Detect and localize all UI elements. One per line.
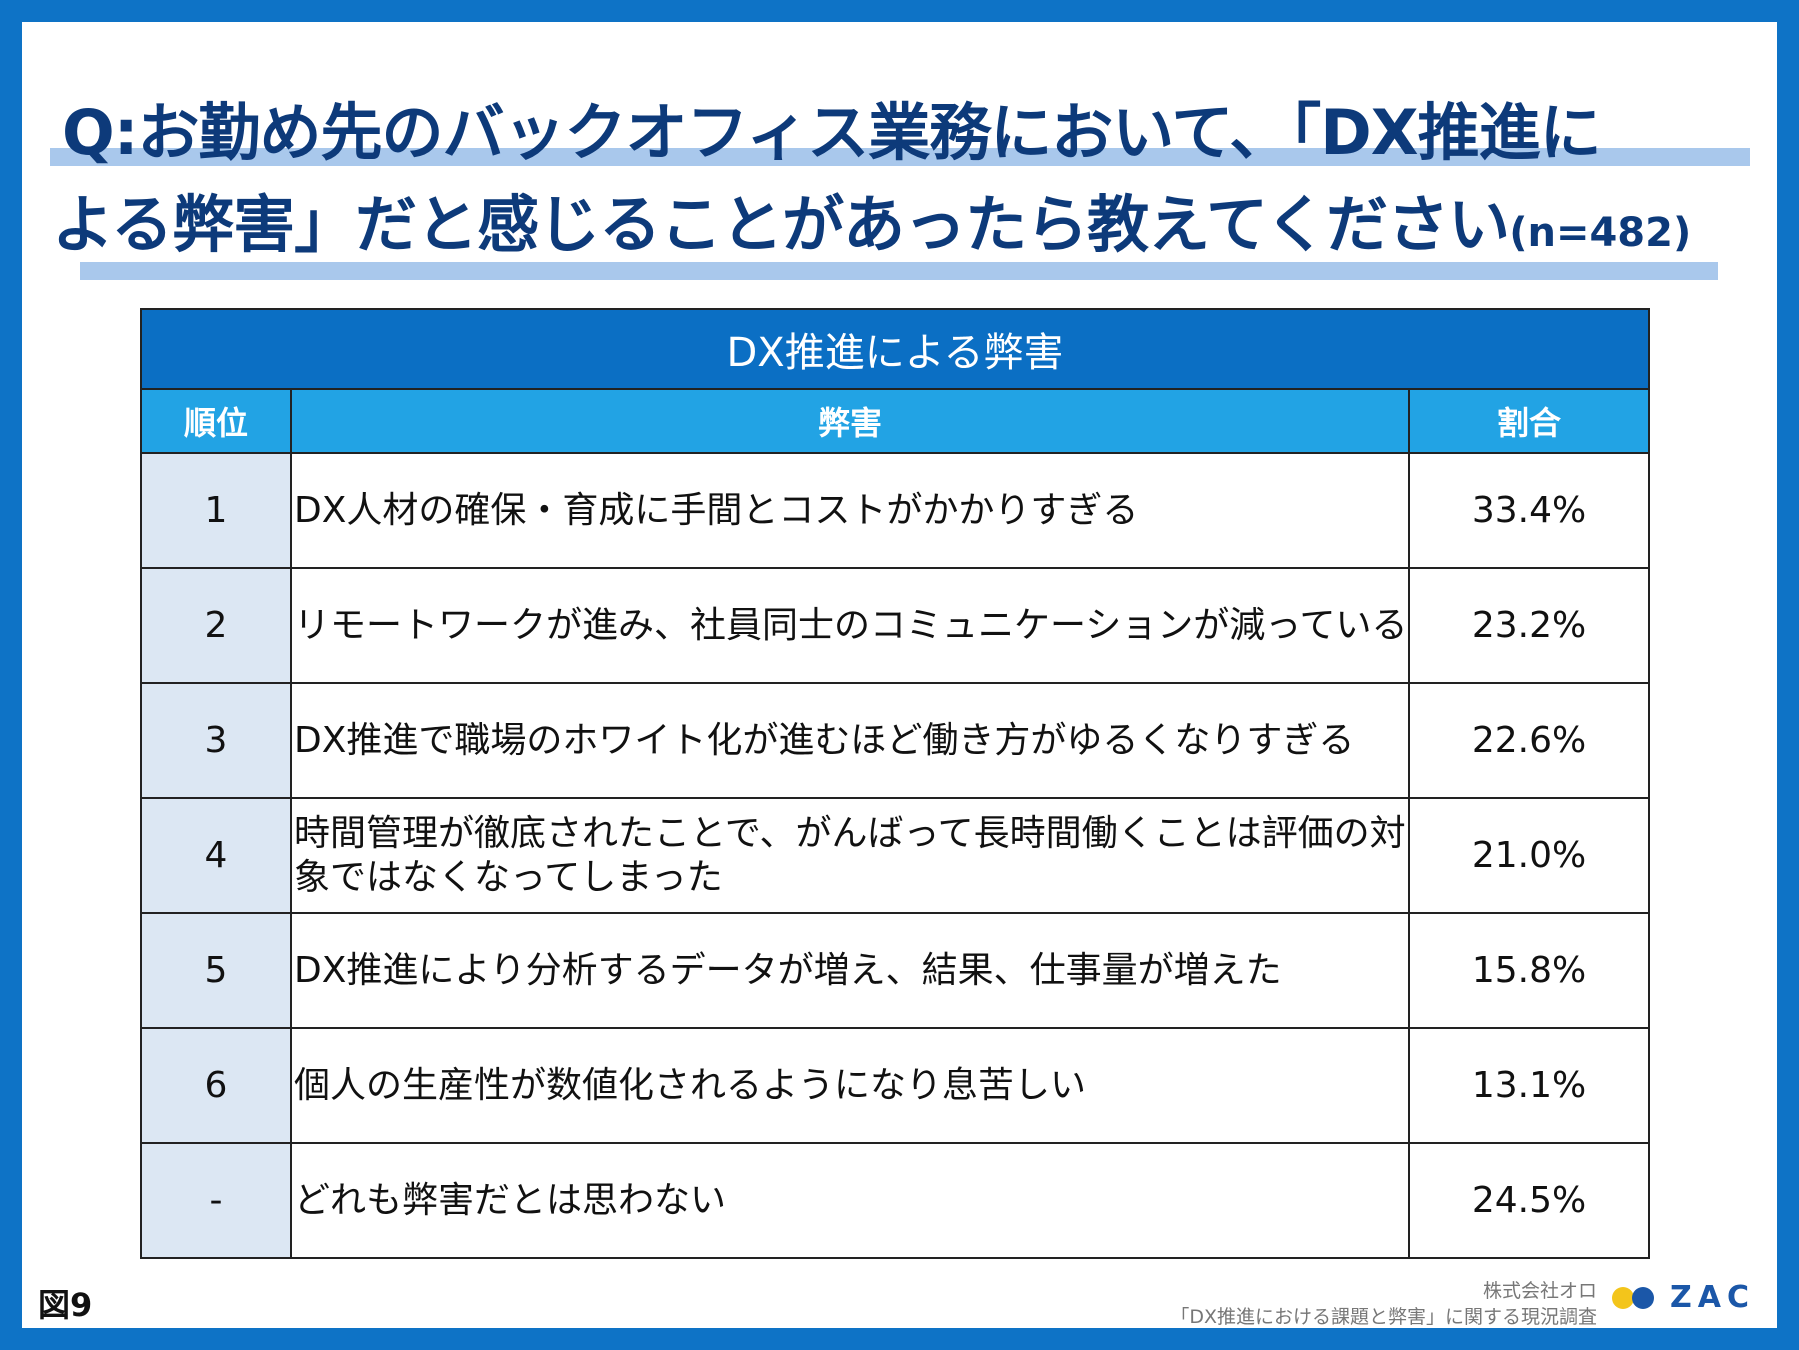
rank-cell: - xyxy=(140,1142,292,1259)
ratio-cell: 15.8% xyxy=(1407,912,1651,1029)
harm-text: 個人の生産性が数値化されるようになり息苦しい xyxy=(290,1027,1410,1144)
figure-label: 図9 xyxy=(38,1286,93,1324)
table-row: 3 DX推進で職場のホワイト化が進むほど働き方がゆるくなりすぎる 22.6% xyxy=(140,682,1651,799)
source-company: 株式会社オロ xyxy=(1482,1280,1597,1302)
header-ratio: 割合 xyxy=(1407,388,1651,454)
rank-cell: 6 xyxy=(140,1027,292,1144)
rank-cell: 1 xyxy=(140,452,292,569)
rank-cell: 4 xyxy=(140,797,292,914)
harm-text: 時間管理が徹底されたことで、がんばって長時間働くことは評価の対象ではなくなってし… xyxy=(290,797,1410,914)
title-highlight-1 xyxy=(50,148,1750,166)
logo-text: ZAC xyxy=(1670,1280,1755,1315)
logo-yellow-dot-icon xyxy=(1612,1286,1634,1309)
rank-cell: 5 xyxy=(140,912,292,1029)
zac-logo: ZAC xyxy=(1612,1280,1755,1315)
table-row: 1 DX人材の確保・育成に手間とコストがかかりすぎる 33.4% xyxy=(140,452,1651,569)
ratio-cell: 22.6% xyxy=(1407,682,1651,799)
ratio-cell: 21.0% xyxy=(1407,797,1651,914)
sample-size: (n=482) xyxy=(1509,210,1692,256)
title-line-2: よる弊害」だと感じることがあったら教えてください(n=482) xyxy=(52,194,1691,256)
harm-text: DX人材の確保・育成に手間とコストがかかりすぎる xyxy=(290,452,1410,569)
header-rank: 順位 xyxy=(140,388,292,454)
logo-blue-dot-icon xyxy=(1632,1286,1654,1309)
title-highlight-2 xyxy=(80,262,1718,280)
table-row: 6 個人の生産性が数値化されるようになり息苦しい 13.1% xyxy=(140,1027,1651,1144)
harm-text: どれも弊害だとは思わない xyxy=(290,1142,1410,1259)
table-row: - どれも弊害だとは思わない 24.5% xyxy=(140,1142,1651,1259)
title-line-1: Q:お勤め先のバックオフィス業務において、「DX推進に xyxy=(62,96,1602,169)
ratio-cell: 23.2% xyxy=(1407,567,1651,684)
title-line-2-text: よる弊害」だと感じることがあったら教えてください xyxy=(52,188,1510,261)
table-row: 5 DX推進により分析するデータが増え、結果、仕事量が増えた 15.8% xyxy=(140,912,1651,1029)
table-caption: DX推進による弊害 xyxy=(139,308,1651,390)
harm-ranking-table: DX推進による弊害 順位 弊害 割合 1 DX人材の確保・育成に手間とコストがか… xyxy=(139,308,1651,1259)
ratio-cell: 24.5% xyxy=(1407,1142,1651,1259)
header-item: 弊害 xyxy=(290,388,1410,454)
ratio-cell: 13.1% xyxy=(1407,1027,1651,1144)
harm-text: DX推進により分析するデータが増え、結果、仕事量が増えた xyxy=(290,912,1410,1029)
table-row: 4 時間管理が徹底されたことで、がんばって長時間働くことは評価の対象ではなくなっ… xyxy=(140,797,1651,914)
ratio-cell: 33.4% xyxy=(1407,452,1651,569)
harm-text: リモートワークが進み、社員同士のコミュニケーションが減っている xyxy=(290,567,1410,684)
rank-cell: 3 xyxy=(140,682,292,799)
harm-text: DX推進で職場のホワイト化が進むほど働き方がゆるくなりすぎる xyxy=(290,682,1410,799)
rank-cell: 2 xyxy=(140,567,292,684)
table-row: 2 リモートワークが進み、社員同士のコミュニケーションが減っている 23.2% xyxy=(140,567,1651,684)
source-survey: 「DX推進における課題と弊害」に関する現況調査 xyxy=(1170,1306,1597,1328)
